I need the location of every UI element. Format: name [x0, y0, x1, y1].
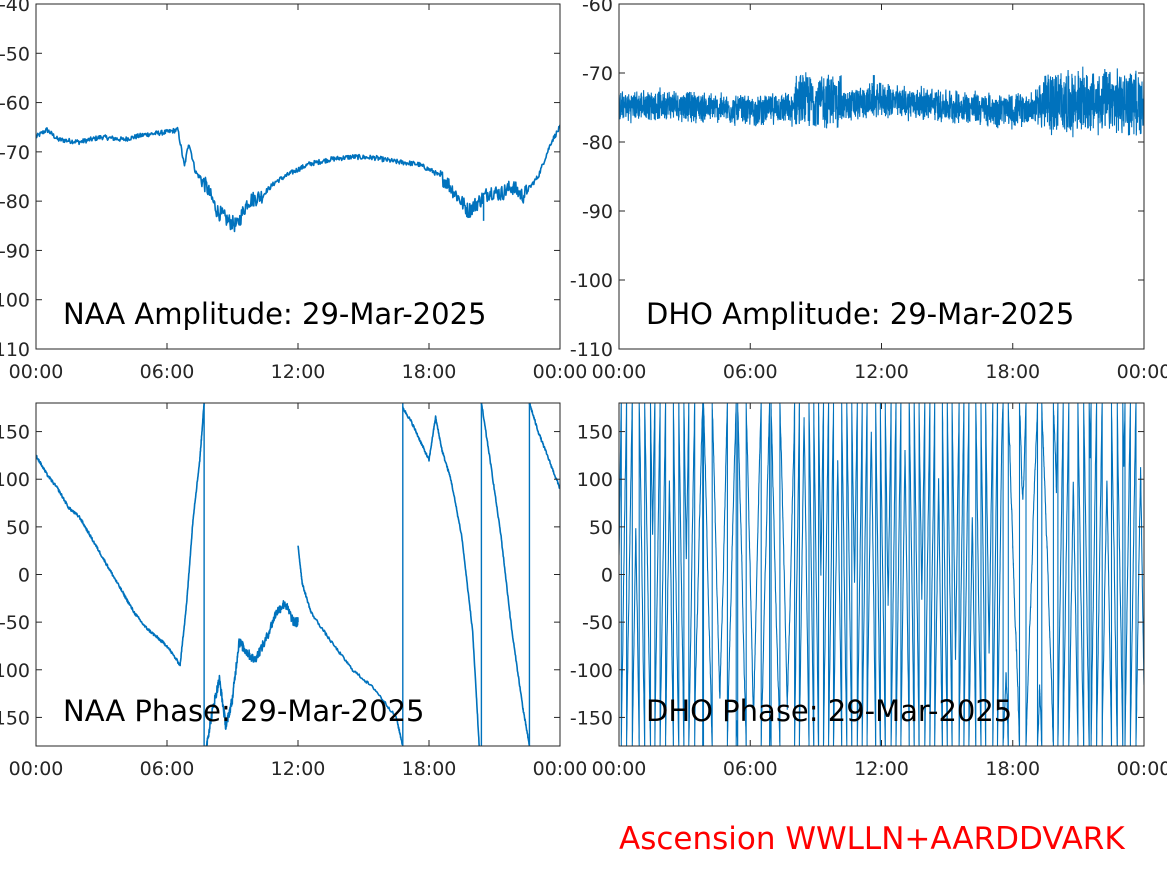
x-tick-label: 12:00	[854, 758, 909, 780]
y-tick-label: 100	[577, 469, 613, 491]
y-tick-label: -150	[570, 707, 613, 729]
series-segment-4	[402, 406, 480, 746]
x-tick-label: 00:00	[533, 758, 588, 780]
y-tick-label: 50	[589, 517, 613, 539]
y-tick-label: 0	[18, 565, 30, 587]
y-tick-label: -60	[0, 93, 30, 115]
x-tick-label: 12:00	[854, 361, 909, 383]
x-tick-label: 00:00	[9, 361, 64, 383]
y-tick-label: -50	[0, 43, 30, 65]
y-tick-label: -100	[570, 660, 613, 682]
y-tick-label: -50	[582, 612, 613, 634]
y-tick-label: -150	[0, 707, 30, 729]
x-tick-label: 12:00	[271, 758, 326, 780]
series-segment-6	[528, 403, 560, 490]
y-tick-label: -40	[0, 0, 30, 16]
y-tick-label: 0	[601, 565, 613, 587]
x-tick-label: 18:00	[402, 361, 457, 383]
y-tick-label: -110	[570, 339, 613, 361]
panel-naa-phase: 00:00 06:00 12:00 18:00 00:00 -150 -100 -50 0 50 1…	[0, 402, 587, 780]
y-tick-label: 100	[0, 469, 30, 491]
y-tick-label: -90	[582, 201, 613, 223]
x-tick-label: 06:00	[723, 758, 778, 780]
x-tick-label: 06:00	[723, 361, 778, 383]
panel-title: DHO Phase: 29-Mar-2025	[646, 694, 1012, 728]
y-tick-label: 50	[6, 517, 30, 539]
y-tick-label: -50	[0, 612, 30, 634]
x-tick-label: 00:00	[592, 361, 647, 383]
x-tick-label: 06:00	[140, 361, 195, 383]
series-line	[36, 124, 560, 233]
y-tick-label: -100	[570, 270, 613, 292]
plot-area	[36, 4, 560, 349]
y-tick-label: -60	[582, 0, 613, 16]
x-tick-label: 18:00	[985, 758, 1040, 780]
x-tick-label: 12:00	[271, 361, 326, 383]
y-tick-label: -70	[582, 63, 613, 85]
panel-title: NAA Phase: 29-Mar-2025	[63, 694, 424, 728]
y-tick-label: 150	[577, 422, 613, 444]
series-segment-1	[179, 403, 205, 667]
y-tick-label: -80	[0, 191, 30, 213]
series-segment-5	[480, 403, 531, 746]
series-segment-2	[205, 599, 299, 746]
series-group	[36, 403, 560, 746]
y-tick-label: -100	[0, 290, 30, 312]
plot-area	[36, 403, 560, 746]
x-tick-label: 00:00	[592, 758, 647, 780]
x-tick-label: 06:00	[140, 758, 195, 780]
x-tick-label: 00:00	[1117, 758, 1167, 780]
panel-naa-amp: 00:0006:0012:0018:0000:00-110-100-90-80-…	[0, 0, 587, 383]
panel-title: NAA Amplitude: 29-Mar-2025	[63, 297, 487, 331]
series-group	[36, 124, 560, 233]
panel-dho-amp: 00:00 06:00 12:00 18:00 00:00-110-100-90-80-…	[570, 0, 1167, 383]
x-tick-label: 00:00	[1117, 361, 1167, 383]
series-group	[619, 66, 1144, 138]
y-tick-label: 150	[0, 422, 30, 444]
y-tick-label: -90	[0, 240, 30, 262]
series-line	[619, 66, 1144, 138]
x-tick-label: 18:00	[402, 758, 457, 780]
panel-title: DHO Amplitude: 29-Mar-2025	[646, 297, 1074, 331]
x-tick-label: 00:00	[9, 758, 64, 780]
x-tick-label: 00:00	[533, 361, 588, 383]
station-footer: Ascension WWLLN+AARDDVARK	[619, 821, 1125, 857]
y-tick-label: -110	[0, 339, 30, 361]
plot-area	[619, 4, 1144, 349]
y-tick-label: -70	[0, 142, 30, 164]
series-segment-0	[36, 454, 181, 666]
y-tick-label: -100	[0, 660, 30, 682]
series-segment-3	[297, 545, 404, 746]
y-tick-label: -80	[582, 132, 613, 154]
x-tick-label: 18:00	[985, 361, 1040, 383]
panel-dho-phase: 00:00 06:00 12:00 18:00 00:00 -150 -100 -50 0 50 1…	[570, 402, 1167, 780]
